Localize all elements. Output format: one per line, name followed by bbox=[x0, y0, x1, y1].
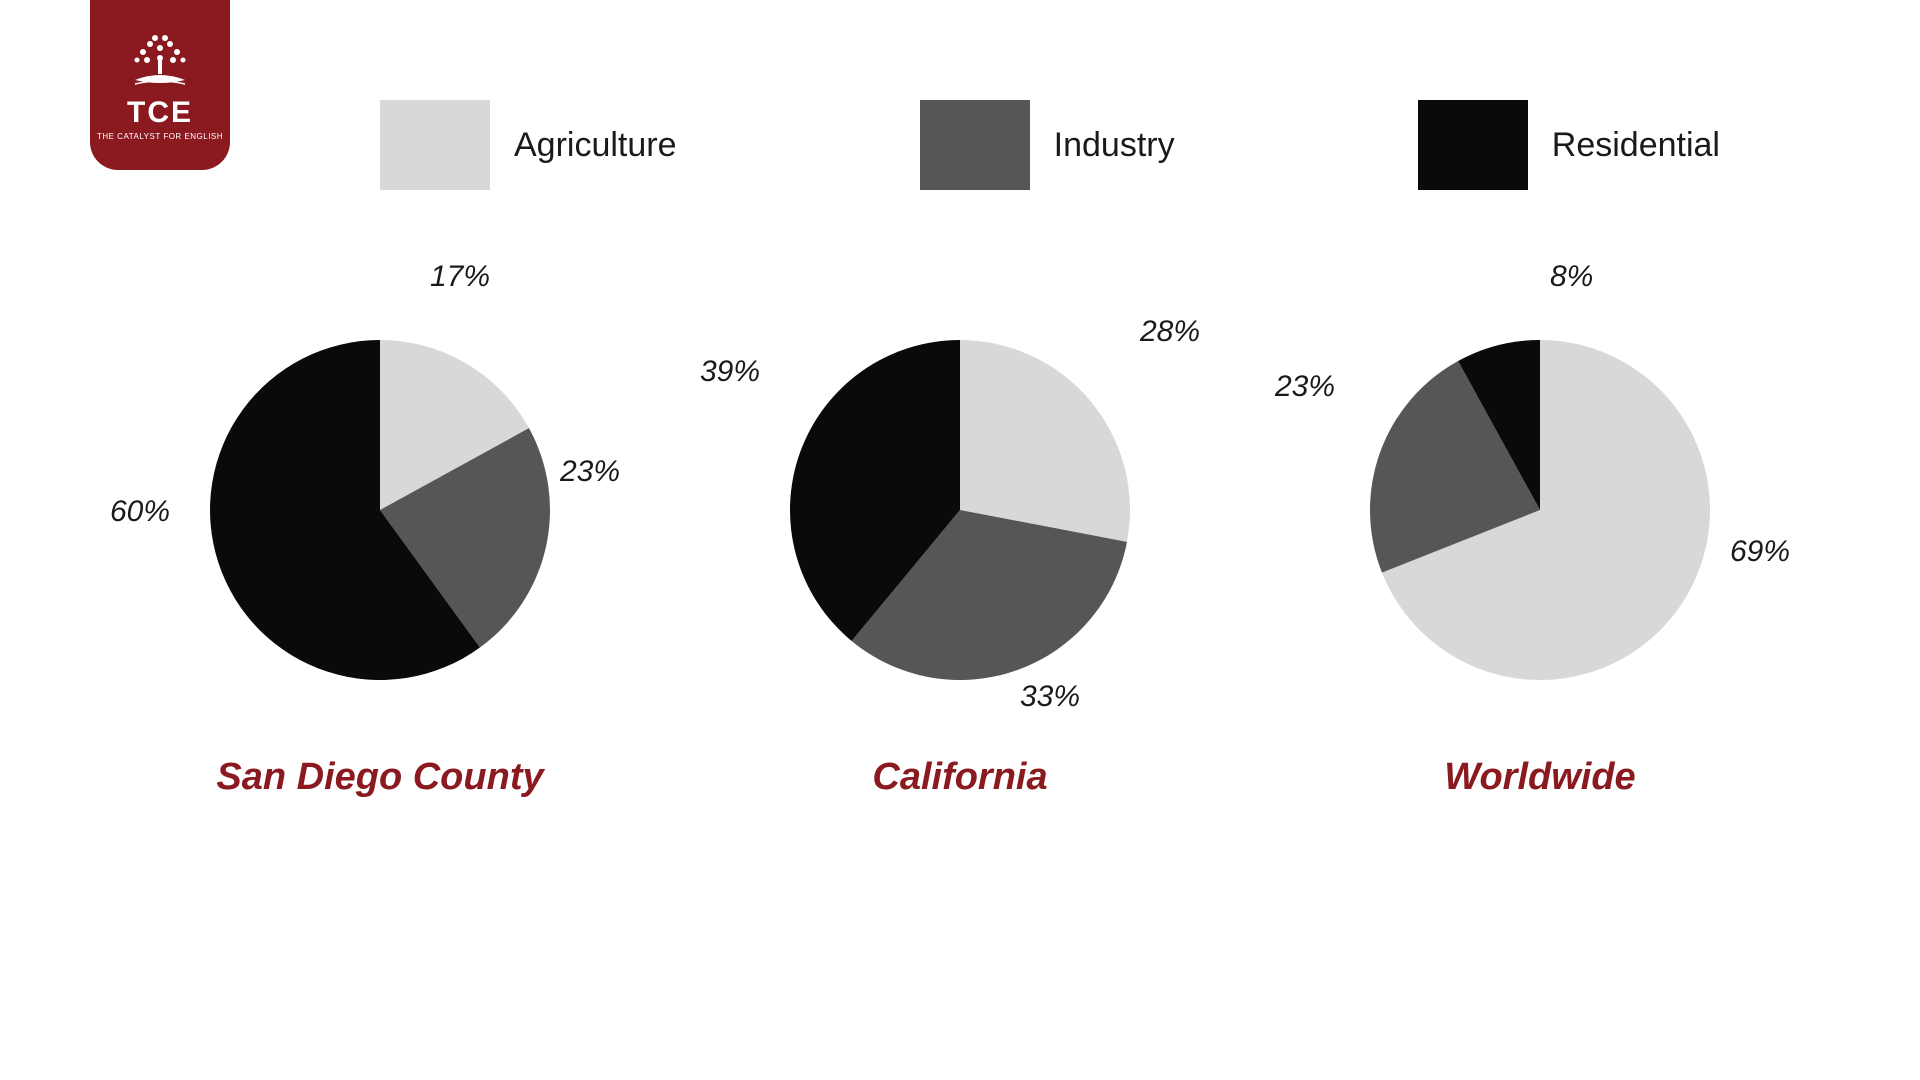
chart-title: Worldwide bbox=[1444, 756, 1635, 799]
logo-badge: TCE THE CATALYST FOR ENGLISH bbox=[90, 0, 230, 170]
logo-tree-icon bbox=[125, 30, 195, 90]
pie-chart bbox=[210, 340, 550, 680]
legend-item-agriculture: Agriculture bbox=[380, 100, 677, 190]
pct-label-residential: 8% bbox=[1550, 260, 1593, 294]
legend-swatch bbox=[920, 100, 1030, 190]
legend-label: Agriculture bbox=[514, 126, 677, 165]
charts-row: 17%23%60% San Diego County 28% 33% 39% Cal… bbox=[120, 300, 1800, 799]
chart-title: San Diego County bbox=[216, 756, 543, 799]
pie-wrap: 28% 33% 39% bbox=[700, 300, 1220, 720]
pie-wrap: 17%23%60% bbox=[120, 300, 640, 720]
pct-label-industry: 23% bbox=[560, 455, 620, 489]
legend-item-residential: Residential bbox=[1418, 100, 1720, 190]
legend-label: Residential bbox=[1552, 126, 1720, 165]
legend: Agriculture Industry Residential bbox=[380, 100, 1720, 190]
chart-title: California bbox=[872, 756, 1047, 799]
pct-label-industry: 33% bbox=[1020, 680, 1080, 714]
chart-san-diego: 17%23%60% San Diego County bbox=[120, 300, 640, 799]
chart-california: 28% 33% 39% California bbox=[700, 300, 1220, 799]
pct-label-agriculture: 69% bbox=[1730, 535, 1790, 569]
pct-label-residential: 60% bbox=[110, 495, 170, 529]
pie-chart bbox=[1370, 340, 1710, 680]
pie-chart bbox=[790, 340, 1130, 680]
legend-swatch bbox=[380, 100, 490, 190]
pie-slice-agriculture bbox=[960, 340, 1130, 542]
legend-swatch bbox=[1418, 100, 1528, 190]
pct-label-residential: 39% bbox=[700, 355, 760, 389]
logo-subtitle: THE CATALYST FOR ENGLISH bbox=[97, 132, 223, 141]
pie-wrap: 69%23%8% bbox=[1280, 300, 1800, 720]
chart-worldwide: 69%23%8% Worldwide bbox=[1280, 300, 1800, 799]
legend-item-industry: Industry bbox=[920, 100, 1175, 190]
pct-label-agriculture: 17% bbox=[430, 260, 490, 294]
pct-label-industry: 23% bbox=[1275, 370, 1335, 404]
logo-text: TCE bbox=[127, 96, 193, 130]
legend-label: Industry bbox=[1054, 126, 1175, 165]
pct-label-agriculture: 28% bbox=[1140, 315, 1200, 349]
